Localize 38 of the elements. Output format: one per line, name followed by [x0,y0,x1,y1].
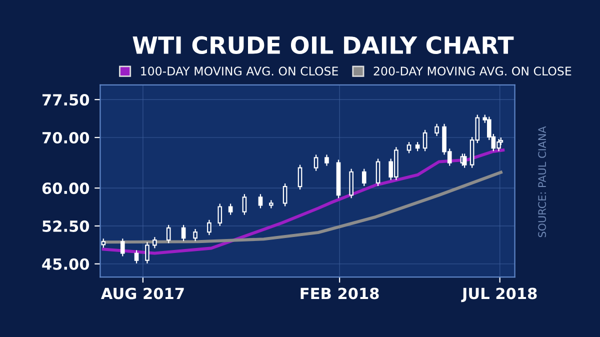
candlestick [152,236,157,249]
y-tick-label: 60.00 [42,182,90,194]
x-tick-label: FEB 2018 [300,288,379,300]
candlestick [314,154,318,172]
legend-label: 100-DAY MOVING AVG. ON CLOSE [141,66,338,76]
candlestick [324,154,329,166]
candlestick [134,250,139,264]
candlestick [193,228,198,242]
candlestick [406,141,412,154]
candlestick [120,238,125,257]
candlestick [349,168,354,199]
legend-label: 200-DAY MOVING AVG. ON CLOSE [374,66,572,76]
candlestick [258,194,263,209]
line-series [102,170,502,244]
x-tick-label: AUG 2017 [100,288,184,300]
y-tick-label: 77.50 [42,94,90,106]
candlestick [415,141,420,152]
candlestick [181,224,186,242]
candlestick [462,153,467,168]
candlestick [218,203,222,227]
line-series [102,148,505,255]
y-tick-label: 52.50 [42,220,90,232]
candlestick [166,224,171,244]
source-note: SOURCE: PAUL CIANA [538,126,546,238]
x-tick-label: JUL 2018 [461,288,537,302]
y-tick-label: 45.00 [42,258,90,270]
candlestick [434,123,439,137]
candlestick [282,182,288,207]
candlestick [228,203,233,216]
y-tick-label: 70.00 [42,132,90,144]
chart-title: WTI CRUDE OIL DAILY CHART [132,36,514,54]
candlestick [242,194,247,216]
candlestick [376,158,380,187]
candlestick [422,129,428,152]
candlestick [145,242,150,264]
candlestick [362,168,366,187]
candlestick [298,164,302,190]
candlestick [207,219,212,236]
